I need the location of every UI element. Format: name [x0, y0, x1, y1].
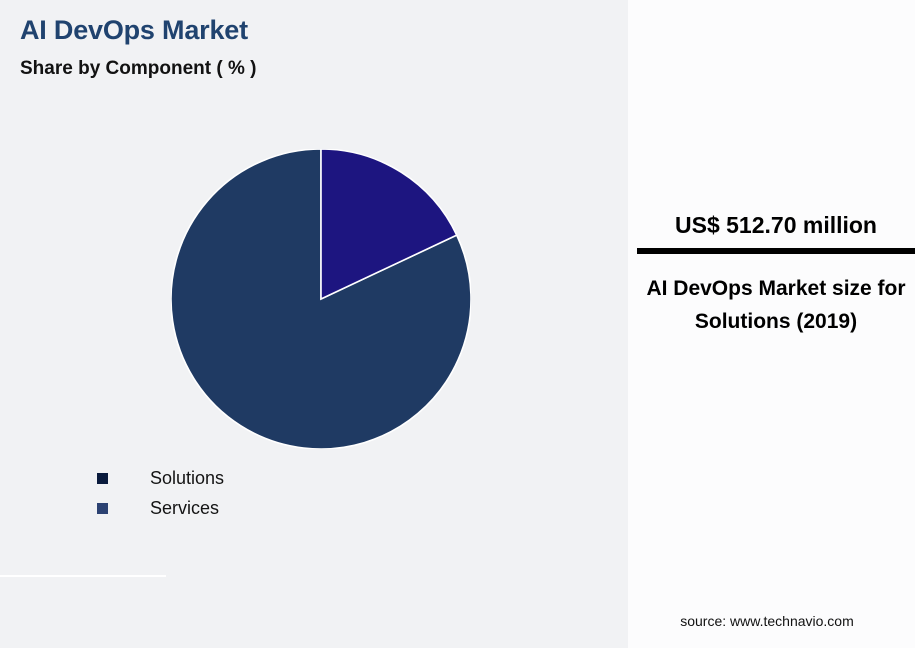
chart-subtitle: Share by Component ( % ) [20, 58, 257, 79]
bottom-divider [0, 575, 166, 577]
legend-label-solutions: Solutions [150, 467, 225, 488]
chart-panel: AI DevOps Market Share by Component ( % … [0, 15, 517, 577]
source-note: source: www.technavio.com [680, 613, 854, 629]
callout-description: AI DevOps Market size for Solutions (201… [646, 277, 906, 333]
chart-legend: Solutions Services [97, 463, 517, 523]
chart-title: AI DevOps Market [20, 15, 248, 45]
legend-swatch-services [97, 502, 108, 514]
pie-chart-svg [171, 149, 471, 449]
callout-panel: US$ 512.70 million AI DevOps Market size… [628, 0, 915, 648]
legend-swatch-solutions [97, 472, 108, 484]
legend-item-solutions[interactable]: Solutions [97, 463, 517, 493]
callout-value: US$ 512.70 million [675, 212, 877, 238]
pie-chart [171, 149, 471, 449]
legend-item-services[interactable]: Services [97, 493, 517, 523]
pie-slice-services[interactable] [320, 149, 458, 301]
legend-label-services: Services [150, 497, 220, 518]
callout-divider [637, 248, 915, 254]
